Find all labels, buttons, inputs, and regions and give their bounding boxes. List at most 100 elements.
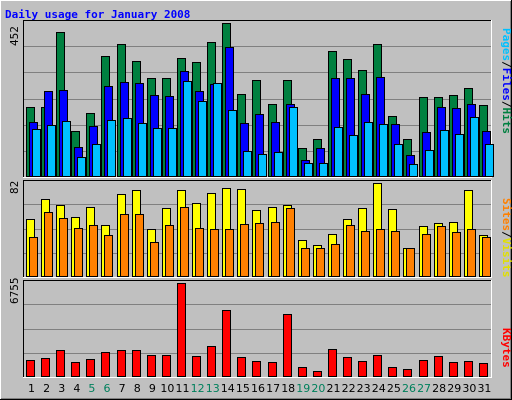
x-tick-label-day-2: 2 xyxy=(43,382,50,395)
x-tick-label-day-14: 14 xyxy=(221,382,235,395)
bar-sites-day-30 xyxy=(467,229,476,277)
bar-kbytes-day-23 xyxy=(358,361,367,377)
bar-kbytes-day-20 xyxy=(313,371,322,377)
x-tick-label-day-13: 13 xyxy=(206,382,220,395)
bar-kbytes-day-29 xyxy=(449,362,458,377)
bar-sites-day-23 xyxy=(361,231,370,277)
bar-pages-day-7 xyxy=(123,118,132,177)
bar-sites-day-3 xyxy=(59,218,68,277)
x-tick-label-day-17: 17 xyxy=(266,382,280,395)
bar-kbytes-day-22 xyxy=(343,357,352,377)
bar-sites-day-25 xyxy=(391,231,400,277)
bar-kbytes-day-11 xyxy=(177,283,186,377)
bar-sites-day-27 xyxy=(422,234,431,277)
bar-sites-day-16 xyxy=(255,223,264,277)
x-tick-label-day-23: 23 xyxy=(357,382,371,395)
bar-kbytes-day-24 xyxy=(373,355,382,377)
bar-kbytes-day-2 xyxy=(41,358,50,377)
bar-pages-day-22 xyxy=(349,135,358,177)
bar-pages-day-19 xyxy=(304,163,313,177)
bar-pages-day-20 xyxy=(319,163,328,177)
bar-sites-day-29 xyxy=(452,232,461,277)
bar-pages-day-4 xyxy=(77,157,86,177)
x-tick-label-day-6: 6 xyxy=(104,382,111,395)
bar-kbytes-day-21 xyxy=(328,349,337,377)
bar-pages-day-11 xyxy=(183,81,192,177)
bar-sites-day-13 xyxy=(210,229,219,277)
bar-kbytes-day-26 xyxy=(403,369,412,377)
bar-sites-day-28 xyxy=(437,226,446,277)
bar-kbytes-day-31 xyxy=(479,363,488,377)
bar-sites-day-5 xyxy=(89,225,98,277)
bar-pages-day-1 xyxy=(32,129,41,177)
bar-kbytes-day-19 xyxy=(298,367,307,377)
x-tick-label-day-29: 29 xyxy=(447,382,461,395)
bar-pages-day-30 xyxy=(470,117,479,177)
legend-visits: Visits xyxy=(500,238,512,278)
bar-pages-day-23 xyxy=(364,122,373,177)
bar-kbytes-day-14 xyxy=(222,310,231,377)
legend-kbytes: KBytes xyxy=(500,328,512,368)
x-tick-label-day-16: 16 xyxy=(251,382,265,395)
legend-hits: Hits xyxy=(500,108,512,135)
x-tick-label-day-5: 5 xyxy=(88,382,95,395)
legend-sites: Sites xyxy=(500,198,512,231)
bar-kbytes-day-5 xyxy=(86,359,95,377)
x-tick-label-day-3: 3 xyxy=(58,382,65,395)
bar-kbytes-day-25 xyxy=(388,367,397,377)
bar-pages-day-18 xyxy=(289,107,298,177)
bar-kbytes-day-9 xyxy=(147,355,156,377)
bar-pages-day-12 xyxy=(198,101,207,177)
x-tick-label-day-1: 1 xyxy=(28,382,35,395)
x-tick-label-day-8: 8 xyxy=(134,382,141,395)
bar-kbytes-day-7 xyxy=(117,350,126,377)
x-tick-label-day-9: 9 xyxy=(149,382,156,395)
bar-sites-day-17 xyxy=(271,222,280,277)
bar-sites-day-22 xyxy=(346,225,355,277)
bar-pages-day-26 xyxy=(409,164,418,177)
x-tick-label-day-21: 21 xyxy=(326,382,340,395)
panel1-ymax-label: 452 xyxy=(8,26,21,46)
bar-sites-day-7 xyxy=(120,214,129,277)
bar-pages-day-13 xyxy=(213,83,222,177)
x-tick-label-day-22: 22 xyxy=(342,382,356,395)
x-tick-label-day-11: 11 xyxy=(176,382,190,395)
bar-kbytes-day-3 xyxy=(56,350,65,377)
bar-sites-day-18 xyxy=(286,208,295,277)
x-tick-label-day-20: 20 xyxy=(311,382,325,395)
bar-pages-day-28 xyxy=(440,130,449,177)
x-tick-label-day-31: 31 xyxy=(477,382,491,395)
bar-pages-day-10 xyxy=(168,128,177,177)
bar-kbytes-day-13 xyxy=(207,346,216,377)
bar-pages-day-17 xyxy=(274,152,283,177)
bar-kbytes-day-1 xyxy=(26,360,35,377)
x-tick-label-day-30: 30 xyxy=(462,382,476,395)
x-tick-label-day-28: 28 xyxy=(432,382,446,395)
bar-kbytes-day-17 xyxy=(268,362,277,377)
legend-sep: / xyxy=(500,231,512,238)
x-tick-label-day-12: 12 xyxy=(191,382,205,395)
chart-title: Daily usage for January 2008 xyxy=(5,8,190,21)
bar-pages-day-16 xyxy=(258,154,267,177)
panel3-ymax-label: 6755 xyxy=(8,278,21,305)
bar-sites-day-24 xyxy=(376,229,385,277)
bar-sites-day-26 xyxy=(406,248,415,277)
bar-pages-day-25 xyxy=(394,144,403,177)
bar-pages-day-14 xyxy=(228,110,237,177)
legend-panel3: KBytes xyxy=(500,328,512,368)
x-tick-label-day-18: 18 xyxy=(281,382,295,395)
bar-sites-day-31 xyxy=(482,237,491,277)
legend-sep: / xyxy=(500,61,512,68)
bar-pages-day-9 xyxy=(153,128,162,177)
bar-sites-day-19 xyxy=(301,248,310,277)
bar-pages-day-29 xyxy=(455,134,464,177)
bar-kbytes-day-12 xyxy=(192,356,201,377)
bar-sites-day-2 xyxy=(44,212,53,277)
bar-kbytes-day-10 xyxy=(162,355,171,377)
bar-pages-day-24 xyxy=(379,124,388,177)
bar-pages-day-21 xyxy=(334,127,343,177)
x-tick-label-day-4: 4 xyxy=(73,382,80,395)
bar-sites-day-10 xyxy=(165,225,174,277)
legend-panel1: Pages/Files/Hits xyxy=(500,28,512,134)
